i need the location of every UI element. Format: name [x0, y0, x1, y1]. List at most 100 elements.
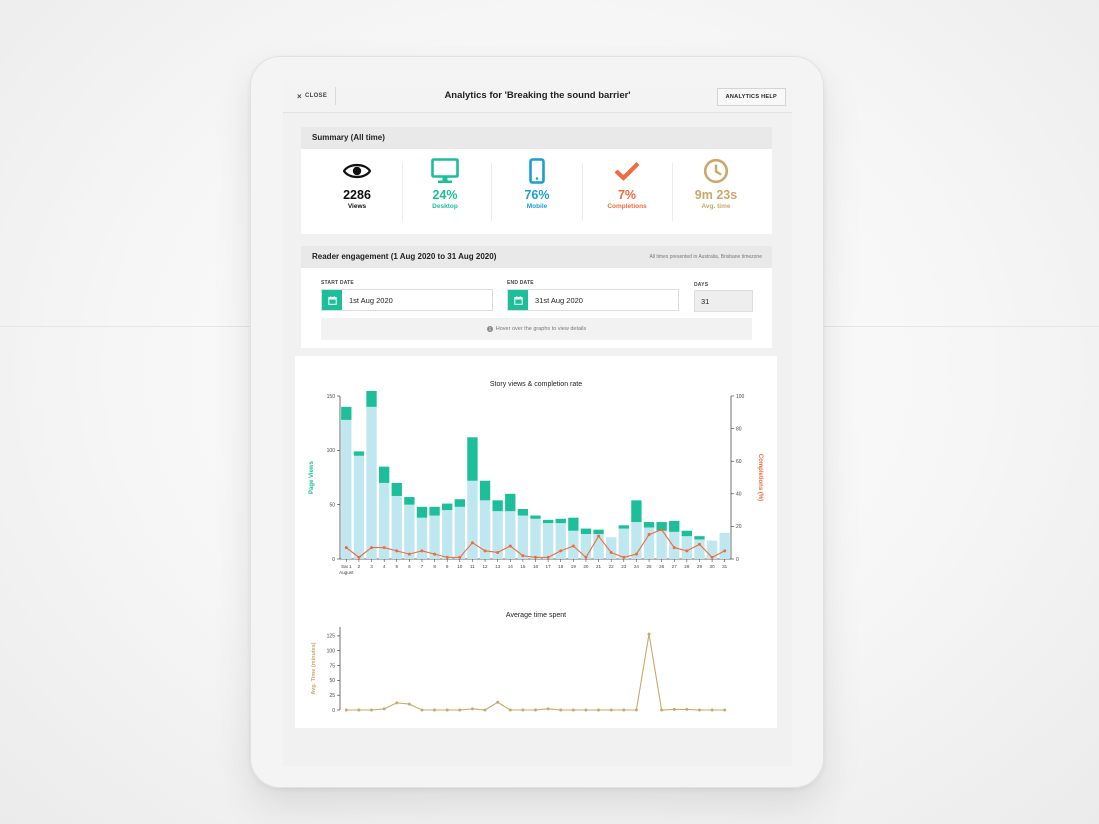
days-field: 31: [694, 290, 753, 312]
avg-time-point: [609, 708, 613, 712]
x-tick-label: 5: [395, 564, 398, 569]
bar-desktop: [429, 506, 440, 516]
x-tick-label: 31: [722, 564, 728, 569]
x-tick-label: 18: [558, 564, 564, 569]
completion-point: [407, 552, 411, 556]
bar-mobile: [378, 482, 390, 559]
bar-desktop: [542, 519, 554, 524]
bar-desktop: [391, 482, 402, 496]
avg-time-chart[interactable]: 0 25 50 75 100 125 Avg. Time (minutes): [295, 622, 777, 722]
completion-point: [571, 544, 575, 548]
stat-avg-time: 9m 23s Avg. time: [672, 157, 760, 210]
bar-mobile: [479, 500, 491, 559]
end-date-value: 31st Aug 2020: [535, 296, 583, 305]
completion-point: [546, 555, 550, 559]
close-button[interactable]: × CLOSE: [291, 87, 337, 105]
avg-time-point: [407, 702, 411, 706]
y2-tick-label: 100: [736, 394, 745, 400]
bar-mobile: [694, 539, 705, 559]
charts-panel: Story views & completion rate 0 50 100 150 0…: [295, 356, 777, 728]
bar-desktop: [479, 480, 491, 501]
bar-mobile: [429, 515, 440, 559]
avg-time-point: [508, 708, 512, 712]
bar-mobile: [706, 540, 718, 559]
bar-mobile: [618, 528, 629, 559]
avg-time-point: [395, 701, 399, 705]
bar-desktop: [656, 522, 667, 531]
avg-time-point: [445, 708, 449, 712]
x-tick-label: 6: [408, 564, 411, 569]
avg-time-point: [370, 708, 374, 712]
completion-point: [559, 549, 563, 553]
x-tick-label: 7: [421, 564, 424, 569]
completion-point: [433, 552, 437, 556]
avg-time-point: [521, 708, 525, 712]
y-tick-label: 100: [327, 448, 336, 454]
x-tick-label: 8: [433, 564, 436, 569]
y-tick-label: 25: [329, 693, 335, 699]
bar-desktop: [631, 500, 642, 523]
completion-point: [458, 555, 462, 559]
calendar-icon[interactable]: [322, 290, 342, 310]
completion-point: [634, 552, 638, 556]
start-date-label: START DATE: [321, 280, 354, 286]
bar-desktop: [341, 406, 352, 420]
days-value: 31: [701, 297, 710, 306]
mobile-icon: [493, 157, 581, 185]
timezone-note: All times presented in Australia, Brisba…: [649, 254, 762, 260]
bar-mobile: [492, 511, 503, 559]
x-tick-label: 30: [710, 564, 716, 569]
completion-point: [584, 555, 588, 559]
engagement-heading: Reader engagement (1 Aug 2020 to 31 Aug …: [301, 246, 772, 268]
completion-point: [685, 549, 689, 553]
bar-desktop: [593, 529, 604, 535]
completion-point: [534, 555, 537, 559]
y-tick-label: 150: [327, 394, 336, 400]
avg-time-point: [672, 707, 676, 711]
bar-mobile: [719, 532, 730, 559]
bar-mobile: [517, 515, 529, 559]
days-label: DAYS: [694, 282, 709, 288]
avg-time-point: [433, 708, 437, 712]
completion-point: [382, 546, 386, 550]
desktop-icon: [401, 157, 489, 185]
end-date-field[interactable]: 31st Aug 2020: [507, 289, 679, 311]
stat-mobile: 76% Mobile: [493, 157, 581, 210]
avg-time-point: [382, 707, 386, 711]
bar-desktop: [492, 500, 503, 512]
completion-point: [521, 554, 525, 558]
x-tick-label: 22: [609, 564, 615, 569]
avg-time-point: [483, 708, 487, 712]
completion-point: [420, 549, 424, 553]
completion-point: [723, 549, 727, 553]
close-icon: ×: [297, 91, 302, 101]
completion-point: [660, 528, 664, 532]
x-tick-label: 16: [533, 564, 539, 569]
bar-mobile: [656, 530, 667, 559]
check-icon: [583, 157, 671, 185]
engagement-panel: Reader engagement (1 Aug 2020 to 31 Aug …: [301, 246, 772, 348]
completion-point: [697, 542, 701, 546]
y-axis-label: Avg. Time (minutes): [311, 642, 317, 694]
y2-tick-label: 0: [736, 557, 739, 563]
y-tick-label: 125: [327, 634, 336, 640]
avg-time-point: [660, 708, 664, 712]
modal-header: × CLOSE Analytics for 'Breaking the soun…: [283, 81, 792, 113]
bar-mobile: [643, 527, 655, 559]
bar-desktop: [353, 451, 365, 456]
start-date-field[interactable]: 1st Aug 2020: [321, 289, 493, 311]
avg-time-point: [584, 708, 588, 712]
calendar-icon[interactable]: [508, 290, 528, 310]
bar-desktop: [669, 520, 680, 532]
stat-completions: 7% Completions: [583, 157, 671, 210]
bar-desktop: [366, 391, 377, 407]
stat-value: 9m 23s: [694, 188, 738, 202]
info-icon: [486, 326, 493, 332]
bar-desktop: [618, 525, 629, 529]
stat-views: 2286 Views: [313, 157, 401, 210]
bar-mobile: [442, 510, 453, 559]
clock-icon: [672, 157, 760, 185]
completion-point: [445, 555, 449, 559]
analytics-help-button[interactable]: ANALYTICS HELP: [716, 88, 786, 106]
